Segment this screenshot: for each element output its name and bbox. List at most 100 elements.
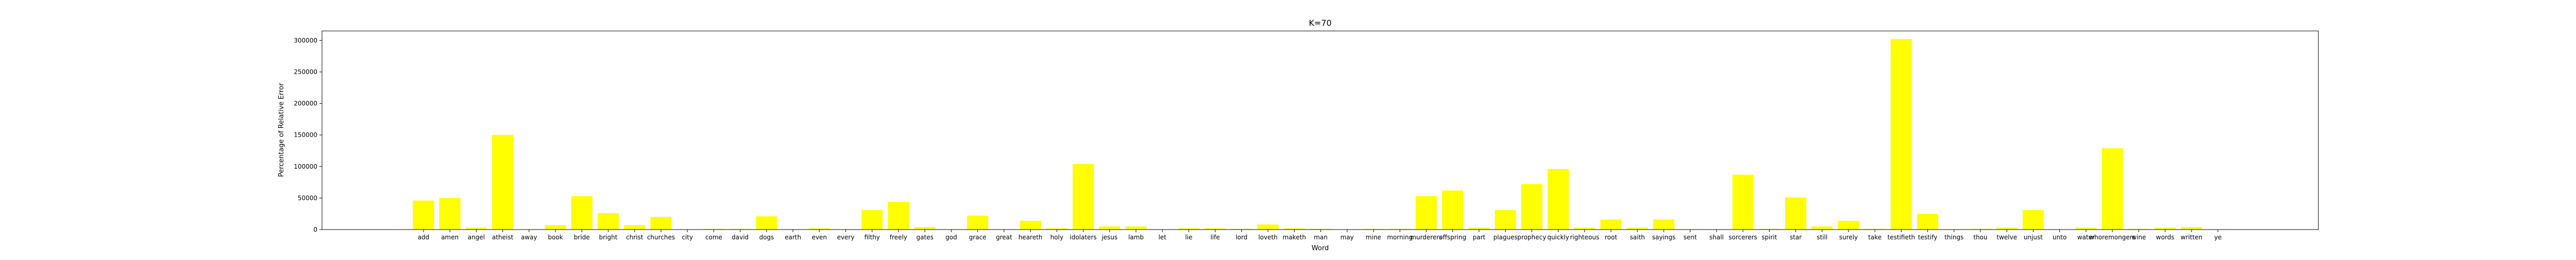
x-tick-label: maketh <box>1283 234 1306 241</box>
bar-righteous <box>1574 228 1596 230</box>
bar-water <box>2075 228 2097 230</box>
y-tick-label: 200000 <box>294 100 317 107</box>
chart-title: K=70 <box>1309 18 1331 28</box>
x-tick-label: written <box>2181 234 2202 241</box>
x-tick-label: jesus <box>1101 234 1117 241</box>
bar-plagues <box>1495 210 1516 230</box>
y-tick-label: 50000 <box>298 194 317 202</box>
x-tick-label: filthy <box>865 234 880 241</box>
y-axis-ticks: 0 50000 100000 150000 200000 250000 300000 <box>294 37 322 233</box>
bar-root <box>1600 219 1622 230</box>
y-tick-label: 300000 <box>294 37 317 44</box>
x-tick-label: churches <box>647 234 675 241</box>
x-tick-label: even <box>812 234 827 241</box>
x-tick-label: bride <box>574 234 590 241</box>
bar-sorcerers <box>1732 174 1754 230</box>
bar-group <box>413 39 2229 230</box>
y-tick-label: 0 <box>313 226 317 233</box>
x-tick-label: holy <box>1050 234 1063 241</box>
x-tick-label: mine <box>1366 234 1381 241</box>
x-tick-label: thou <box>1973 234 1987 241</box>
x-tick-label: shall <box>1709 234 1724 241</box>
bar-written <box>2181 227 2202 230</box>
bar-thou <box>1970 229 1991 230</box>
x-tick-label: angel <box>468 234 485 241</box>
x-tick-label: gates <box>917 234 934 241</box>
bar-saith <box>1626 228 1648 230</box>
x-tick-label: unto <box>2053 234 2066 241</box>
x-axis-label: Word <box>1312 245 1329 252</box>
bar-morning <box>1389 229 1411 230</box>
bar-holy <box>1046 228 1067 230</box>
x-tick-label: bright <box>599 234 618 241</box>
y-axis-label: Percentage of Relative Error <box>278 83 285 177</box>
bar-heareth <box>1020 220 1041 230</box>
bar-twelve <box>1996 228 2018 230</box>
bar-testifieth <box>1890 39 1912 230</box>
bar-grace <box>967 216 989 230</box>
bar-unjust <box>2022 210 2044 230</box>
bar-lord <box>1231 229 1252 230</box>
bar-filthy <box>861 210 883 230</box>
x-tick-label: testify <box>1918 234 1938 241</box>
x-tick-label: may <box>1341 234 1354 241</box>
x-tick-label: offspring <box>1439 234 1466 241</box>
x-tick-label: testifieth <box>1888 234 1916 241</box>
bar-testify <box>1917 214 1939 230</box>
y-tick-label: 250000 <box>294 68 317 75</box>
x-tick-label: man <box>1314 234 1328 241</box>
bar-freely <box>888 202 909 230</box>
bar-words <box>2155 228 2176 230</box>
x-tick-label: sent <box>1684 234 1697 241</box>
x-tick-label: take <box>1868 234 1882 241</box>
bar-whoremongers <box>2102 148 2123 230</box>
bar-david <box>730 229 751 230</box>
x-tick-label: star <box>1790 234 1802 241</box>
x-tick-label: great <box>996 234 1012 241</box>
x-tick-label: quickly <box>1547 234 1569 241</box>
bar-amen <box>439 198 461 230</box>
x-tick-label: freely <box>890 234 907 241</box>
x-tick-label: come <box>705 234 722 241</box>
x-tick-label: god <box>945 234 957 241</box>
x-tick-label: loveth <box>1258 234 1277 241</box>
x-tick-label: sorcerers <box>1728 234 1757 241</box>
bar-life <box>1205 228 1226 230</box>
x-tick-label: david <box>732 234 749 241</box>
x-tick-label: city <box>682 234 693 241</box>
bar-even <box>808 228 830 230</box>
bar-maketh <box>1283 228 1305 230</box>
bar-dogs <box>756 216 777 230</box>
x-tick-label: add <box>418 234 430 241</box>
bar-christ <box>624 225 646 230</box>
bar-prophecy <box>1521 184 1543 230</box>
bar-star <box>1785 197 1806 230</box>
bar-bride <box>571 196 592 230</box>
x-tick-label: lamb <box>1128 234 1144 241</box>
y-tick-label: 150000 <box>294 132 317 139</box>
bar-gates <box>914 227 936 230</box>
x-tick-label: twelve <box>1996 234 2017 241</box>
bar-idolaters <box>1073 164 1094 230</box>
bar-surely <box>1838 220 1859 230</box>
y-tick-label: 100000 <box>294 163 317 170</box>
x-tick-label: lord <box>1235 234 1247 241</box>
x-tick-label: spirit <box>1761 234 1777 241</box>
bar-still <box>1811 226 1833 230</box>
bar-atheist <box>492 135 514 230</box>
x-tick-label: still <box>1817 234 1827 241</box>
x-tick-label: part <box>1473 234 1486 241</box>
x-tick-label: lie <box>1185 234 1192 241</box>
bar-churches <box>650 217 672 230</box>
bar-bright <box>598 213 619 230</box>
x-tick-label: life <box>1210 234 1219 241</box>
x-tick-label: righteous <box>1570 234 1599 241</box>
x-tick-label: root <box>1605 234 1617 241</box>
x-tick-label: atheist <box>492 234 514 241</box>
x-tick-label: dogs <box>759 234 774 241</box>
bar-book <box>545 225 566 230</box>
x-tick-label: sayings <box>1652 234 1676 241</box>
x-tick-label: morning <box>1387 234 1413 241</box>
x-tick-label: book <box>548 234 563 241</box>
